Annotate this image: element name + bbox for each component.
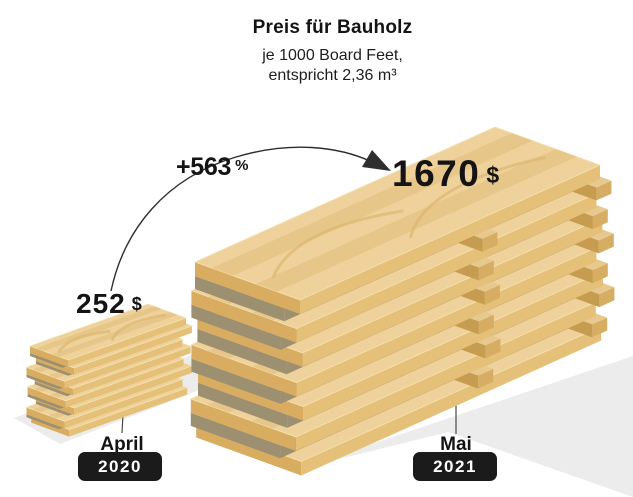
wood-face (190, 412, 281, 459)
wood-face (27, 386, 66, 408)
wood-face (296, 247, 597, 397)
wood-face (478, 314, 494, 335)
wood-face (303, 271, 603, 421)
wood-face (35, 400, 69, 416)
wood-face (69, 387, 188, 437)
wood-face (26, 407, 65, 429)
wood-face (34, 381, 67, 397)
value-april-2020: 252 (76, 288, 126, 319)
wood-face (73, 325, 192, 375)
wood-face (484, 284, 500, 305)
wood-face (592, 209, 608, 230)
chart-title: Preis für Bauholz (252, 17, 413, 38)
wood-face (191, 304, 281, 350)
wood-face (27, 393, 60, 409)
value-label-april-2020: 252 $ (76, 288, 143, 320)
month-label-mai: Mai (440, 434, 472, 455)
wood-face (36, 306, 162, 351)
wood-face (596, 180, 612, 201)
percent-sign: % (235, 157, 249, 174)
chart-subtitle-line2: entspricht 2,36 m³ (268, 67, 397, 84)
wood-face (197, 328, 287, 375)
wood-face (482, 232, 498, 252)
percent-change-label: +563% (176, 153, 248, 182)
wood-face (302, 217, 603, 367)
wood-face (26, 414, 59, 430)
wood-grain-line (271, 209, 404, 279)
wood-face (30, 346, 68, 367)
wood-face (26, 374, 59, 390)
wood-face (198, 382, 288, 428)
currency-sign-mai: $ (486, 162, 501, 188)
wood-face (191, 344, 297, 397)
wood-face (73, 365, 192, 415)
wood-face (211, 133, 533, 276)
chart-subtitle-line1: je 1000 Board Feet, (262, 47, 403, 64)
wood-face (478, 368, 494, 389)
chart-header: Preis für Bauholz je 1000 Board Feet, en… (155, 17, 510, 86)
large-stack-shadow (295, 356, 633, 497)
wood-face (592, 263, 608, 284)
lumber-stack-small (25, 303, 194, 437)
year-badge-2020: 2020 (78, 452, 162, 481)
wood-face (598, 233, 614, 254)
wood-face (295, 301, 596, 451)
wood-face (68, 318, 186, 367)
wood-face (64, 379, 183, 429)
wood-face (296, 193, 597, 343)
increase-arrowhead (362, 150, 391, 171)
wood-face (195, 276, 285, 322)
lumber-stack-large (189, 126, 615, 476)
wood-face (191, 358, 281, 404)
wood-grain-line (57, 329, 111, 354)
month-label-april: April (100, 434, 144, 455)
wood-face (190, 398, 296, 451)
wood-face (64, 339, 183, 389)
wood-face (301, 326, 602, 476)
wood-face (26, 367, 65, 389)
value-label-mai-2021: 1670 $ (392, 153, 501, 195)
wood-face (191, 290, 297, 343)
percent-change-value: +563 (176, 153, 232, 181)
wood-face (300, 165, 600, 314)
wood-face (592, 317, 608, 338)
wood-face (72, 346, 191, 396)
value-mai-2021: 1670 (392, 153, 481, 194)
increase-arrow (110, 146, 373, 292)
wood-grain-line (408, 155, 546, 238)
wood-grain-line (110, 313, 166, 341)
wood-face (478, 260, 494, 281)
year-badge-2021: 2021 (413, 452, 497, 481)
wood-face (65, 358, 184, 408)
wood-face (30, 353, 63, 368)
wood-face (599, 287, 615, 308)
wood-face (35, 360, 69, 376)
wood-face (195, 262, 300, 314)
increase-arrow-group (110, 146, 391, 292)
wood-face (485, 338, 501, 359)
currency-sign-april: $ (131, 294, 143, 314)
